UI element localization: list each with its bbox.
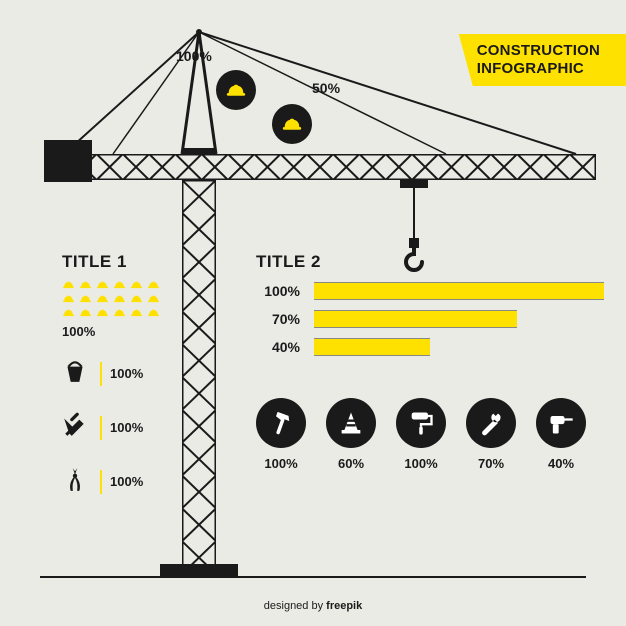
- bottom-cone: 60%: [326, 398, 376, 471]
- bucket-icon: [62, 358, 90, 389]
- cone-pct: 60%: [338, 456, 364, 471]
- tool-pliers: 100%: [62, 466, 143, 497]
- footer-prefix: designed by: [264, 600, 326, 612]
- hardhat-grid: [62, 280, 160, 318]
- hardhat-cell: [113, 308, 126, 318]
- pliers-pct: 100%: [110, 474, 143, 489]
- hammer-pct: 100%: [264, 456, 297, 471]
- cone-icon: [326, 398, 376, 448]
- bar-fill: [314, 338, 430, 356]
- hardhat-cell: [147, 308, 160, 318]
- bar-row: 100%: [256, 282, 604, 300]
- bar-label: 40%: [256, 339, 300, 355]
- bucket-bar: [100, 362, 102, 386]
- hardhat-cell: [96, 294, 109, 304]
- hardhat-cell: [113, 294, 126, 304]
- drill-icon: [536, 398, 586, 448]
- hardhat-cell: [130, 308, 143, 318]
- hardhat-cell: [79, 294, 92, 304]
- hardhat-cell: [130, 280, 143, 290]
- trowel-pct: 100%: [110, 420, 143, 435]
- bottom-wrench: 70%: [466, 398, 516, 471]
- hardhat-1-pct: 100%: [176, 48, 212, 64]
- section2-title: TITLE 2: [256, 252, 321, 272]
- bar-fill: [314, 282, 604, 300]
- hardhat-cell: [130, 294, 143, 304]
- hardhat-cell: [113, 280, 126, 290]
- bar-row: 70%: [256, 310, 604, 328]
- hammer-icon: [256, 398, 306, 448]
- hardhat-1-icon: [216, 70, 256, 110]
- hardhat-cell: [96, 280, 109, 290]
- bar-chart: 100% 70% 40%: [256, 282, 604, 366]
- hardhat-grid-pct: 100%: [62, 324, 95, 339]
- bottom-roller: 100%: [396, 398, 446, 471]
- hardhat-cell: [79, 280, 92, 290]
- pliers-bar: [100, 470, 102, 494]
- hardhat-cell: [147, 294, 160, 304]
- bottom-drill: 40%: [536, 398, 586, 471]
- tool-trowel: 100%: [62, 412, 143, 443]
- wrench-pct: 70%: [478, 456, 504, 471]
- bar-fill: [314, 310, 517, 328]
- footer-brand: freepik: [326, 600, 362, 612]
- bar-label: 70%: [256, 311, 300, 327]
- hardhat-cell: [147, 280, 160, 290]
- tool-bucket: 100%: [62, 358, 143, 389]
- header-line2: INFOGRAPHIC: [477, 60, 600, 78]
- bottom-icons: 100% 60% 100% 70% 40%: [256, 398, 586, 471]
- roller-icon: [396, 398, 446, 448]
- hardhat-cell: [62, 294, 75, 304]
- bar-label: 100%: [256, 283, 300, 299]
- pliers-icon: [62, 466, 90, 497]
- section1-title: TITLE 1: [62, 252, 127, 272]
- footer: designed by freepik: [0, 600, 626, 612]
- hardhat-cell: [96, 308, 109, 318]
- trowel-bar: [100, 416, 102, 440]
- hardhat-cell: [62, 280, 75, 290]
- bucket-pct: 100%: [110, 366, 143, 381]
- bottom-hammer: 100%: [256, 398, 306, 471]
- hardhat-cell: [62, 308, 75, 318]
- bar-row: 40%: [256, 338, 604, 356]
- drill-pct: 40%: [548, 456, 574, 471]
- header-line1: CONSTRUCTION: [477, 42, 600, 60]
- hardhat-2-pct: 50%: [312, 80, 340, 96]
- trowel-icon: [62, 412, 90, 443]
- header-banner: CONSTRUCTIONINFOGRAPHIC: [459, 34, 626, 86]
- roller-pct: 100%: [404, 456, 437, 471]
- hardhat-cell: [79, 308, 92, 318]
- hardhat-2-icon: [272, 104, 312, 144]
- wrench-icon: [466, 398, 516, 448]
